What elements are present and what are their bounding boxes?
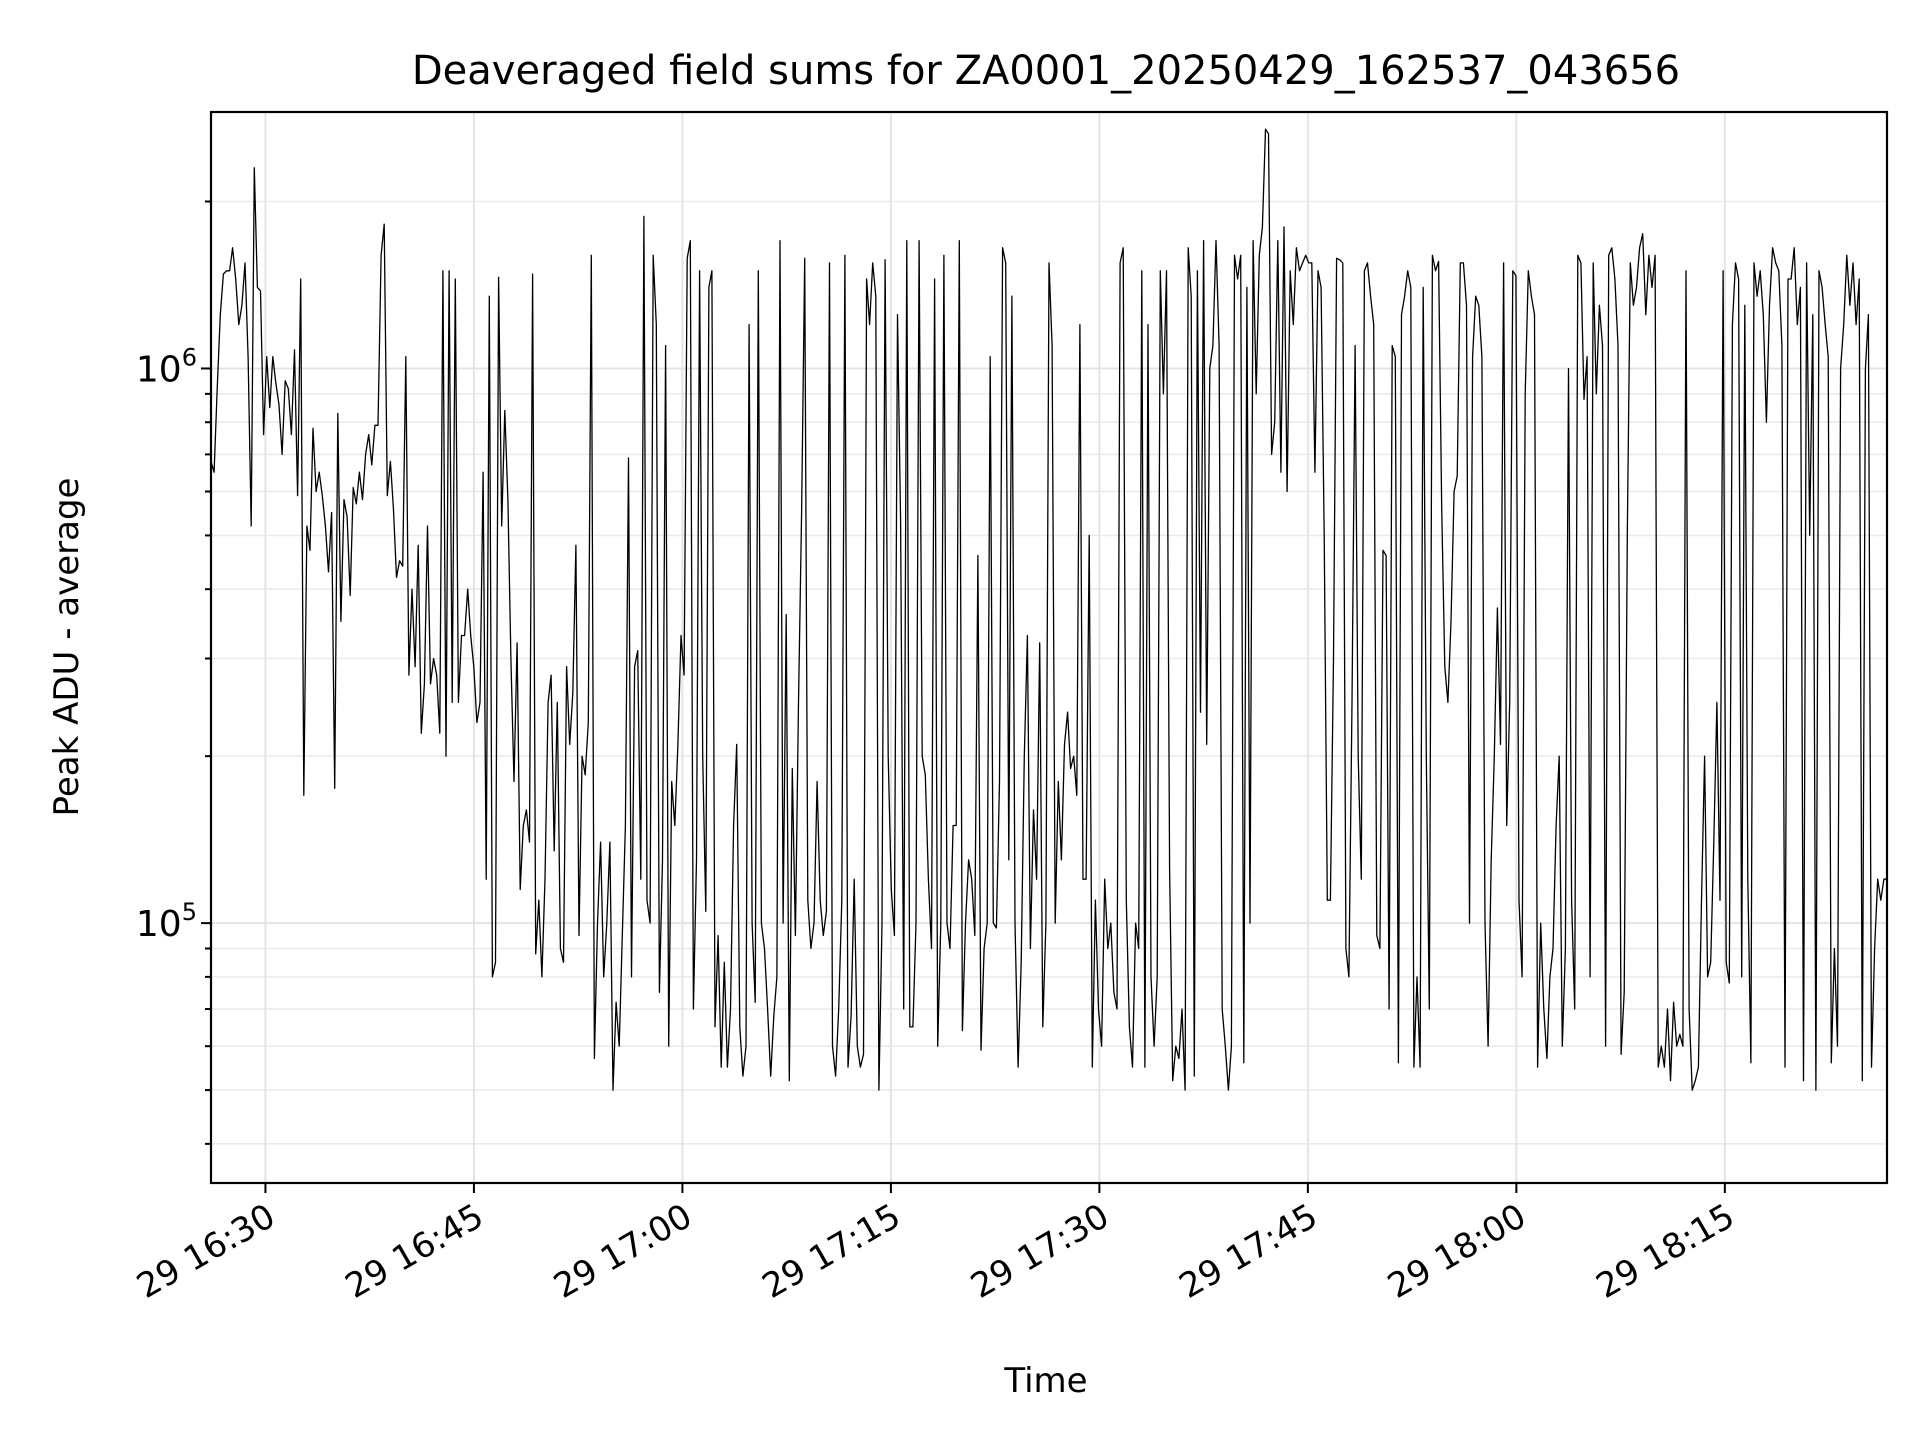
y-tick-base: 10 xyxy=(136,904,182,945)
plot-area xyxy=(210,128,1887,1091)
x-tick-label: 29 18:15 xyxy=(1590,1196,1742,1307)
y-tick-label: 106 xyxy=(136,343,197,390)
x-tick-label: 29 17:00 xyxy=(547,1196,699,1307)
x-tick-label: 29 16:45 xyxy=(339,1196,491,1307)
y-tick-exponent: 5 xyxy=(182,898,197,926)
x-tick-label: 29 18:00 xyxy=(1381,1196,1533,1307)
y-tick-base: 10 xyxy=(136,349,182,390)
x-tick-label: 29 17:45 xyxy=(1173,1196,1325,1307)
y-axis-label: Peak ADU - average xyxy=(47,478,87,817)
y-tick-exponent: 6 xyxy=(182,343,197,371)
x-tick-label: 29 16:30 xyxy=(130,1196,282,1307)
chart-title: Deaveraged field sums for ZA0001_2025042… xyxy=(412,48,1680,94)
series-line xyxy=(210,128,1887,1091)
x-tick-label: 29 17:30 xyxy=(964,1196,1116,1307)
x-tick-label: 29 17:15 xyxy=(756,1196,908,1307)
x-axis-label: Time xyxy=(1003,1361,1087,1401)
plot-frame xyxy=(209,110,1889,1185)
x-axis: 29 16:30 29 16:45 29 17:00 29 17:15 29 17:30… xyxy=(130,1183,1741,1307)
y-tick-label: 105 xyxy=(136,898,197,945)
